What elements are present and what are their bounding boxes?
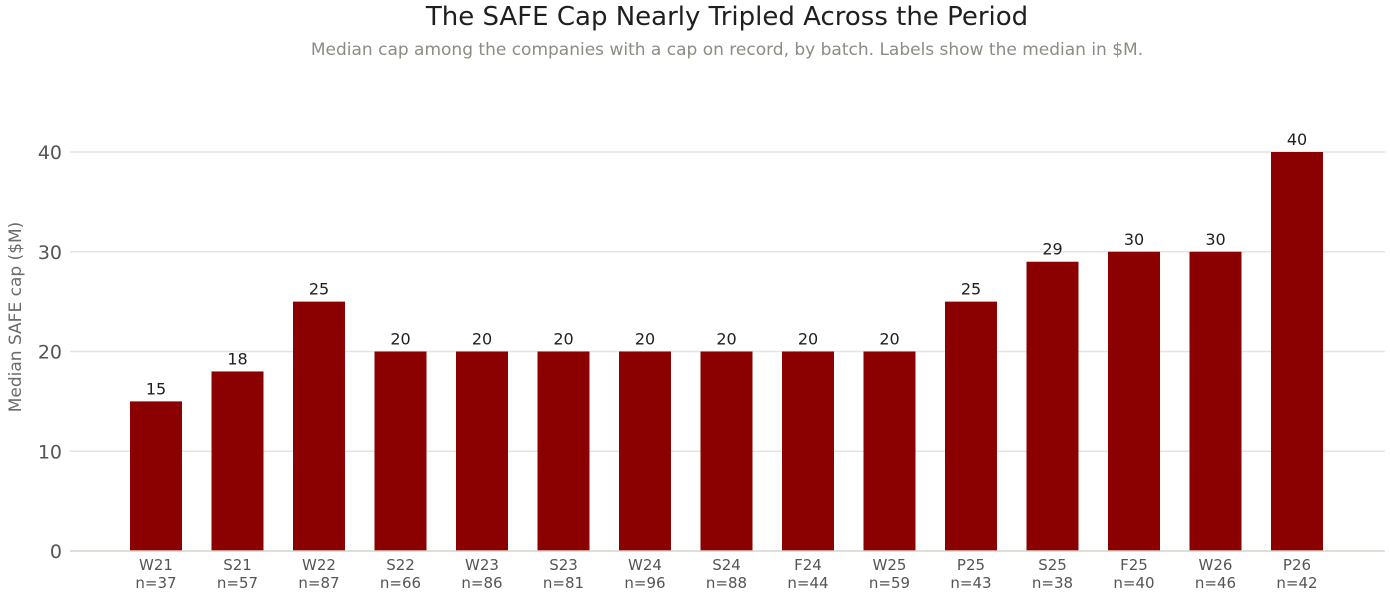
x-tick-sample-size: n=42: [1276, 574, 1317, 592]
x-tick-sample-size: n=43: [950, 574, 991, 592]
bar-value-label: 30: [1205, 230, 1225, 249]
y-tick-label: 20: [38, 342, 62, 364]
x-tick-label: W26: [1199, 556, 1233, 574]
x-tick-sample-size: n=37: [135, 574, 176, 592]
bar-w21: [130, 401, 182, 551]
x-tick-label: W25: [873, 556, 907, 574]
x-tick-label: W24: [628, 556, 662, 574]
bar-value-label: 20: [472, 330, 492, 349]
x-tick-label: P25: [957, 556, 985, 574]
x-tick-sample-size: n=44: [787, 574, 828, 592]
bar-w23: [456, 351, 508, 551]
x-axis-ticks: W21n=37S21n=57W22n=87S22n=66W23n=86S23n=…: [135, 556, 1317, 592]
x-tick-sample-size: n=38: [1032, 574, 1073, 592]
x-tick-sample-size: n=81: [543, 574, 584, 592]
x-tick-label: P26: [1283, 556, 1311, 574]
bar-value-label: 25: [309, 280, 329, 299]
x-tick-sample-size: n=87: [298, 574, 339, 592]
x-tick-label: S21: [223, 556, 252, 574]
y-tick-label: 30: [38, 242, 62, 264]
chart-subtitle: Median cap among the companies with a ca…: [310, 40, 1144, 60]
x-tick-label: F24: [794, 556, 822, 574]
x-tick-label: W21: [139, 556, 173, 574]
y-axis-title: Median SAFE cap ($M): [6, 222, 26, 413]
bar-value-labels: 15 18 25 20 20 20 20 20 20 20 25 29 30 30 40: [146, 130, 1307, 398]
bar-value-label: 20: [635, 330, 655, 349]
bar-value-label: 20: [390, 330, 410, 349]
bar-value-label: 40: [1287, 130, 1307, 149]
x-tick-sample-size: n=40: [1113, 574, 1154, 592]
bar-value-label: 15: [146, 379, 166, 398]
y-axis-ticks: 0 10 20 30 40: [38, 142, 62, 563]
bar-w24: [619, 351, 671, 551]
bar-s22: [374, 351, 427, 551]
chart-title: The SAFE Cap Nearly Tripled Across the P…: [425, 2, 1029, 32]
x-tick-sample-size: n=57: [217, 574, 258, 592]
bar-f25: [1108, 251, 1160, 551]
x-tick-sample-size: n=88: [706, 574, 747, 592]
x-tick-label: S24: [712, 556, 741, 574]
x-tick-label: S25: [1038, 556, 1067, 574]
bar-value-label: 29: [1042, 240, 1062, 259]
bar-p26: [1271, 152, 1323, 551]
x-tick-label: W22: [302, 556, 336, 574]
bars: [130, 152, 1323, 551]
bar-s23: [537, 351, 590, 551]
x-tick-label: F25: [1120, 556, 1148, 574]
bar-w25: [863, 351, 916, 551]
bar-value-label: 18: [227, 349, 247, 368]
bar-s25: [1026, 261, 1079, 551]
bar-p25: [945, 301, 997, 551]
bar-value-label: 30: [1124, 230, 1144, 249]
x-tick-sample-size: n=86: [461, 574, 502, 592]
bar-value-label: 20: [879, 330, 899, 349]
y-tick-label: 10: [38, 441, 62, 463]
bar-s21: [211, 371, 264, 551]
y-tick-label: 0: [50, 541, 62, 563]
x-tick-sample-size: n=59: [869, 574, 910, 592]
x-tick-sample-size: n=66: [380, 574, 421, 592]
bar-w26: [1189, 251, 1242, 551]
x-tick-sample-size: n=96: [624, 574, 665, 592]
bar-w22: [293, 301, 345, 551]
bar-value-label: 20: [716, 330, 736, 349]
bar-f24: [782, 351, 834, 551]
x-tick-sample-size: n=46: [1195, 574, 1236, 592]
bar-value-label: 20: [798, 330, 818, 349]
bar-value-label: 20: [553, 330, 573, 349]
bar-s24: [700, 351, 753, 551]
x-tick-label: S22: [386, 556, 415, 574]
y-tick-label: 40: [38, 142, 62, 164]
bar-value-label: 25: [961, 280, 981, 299]
x-tick-label: W23: [465, 556, 499, 574]
x-tick-label: S23: [549, 556, 578, 574]
